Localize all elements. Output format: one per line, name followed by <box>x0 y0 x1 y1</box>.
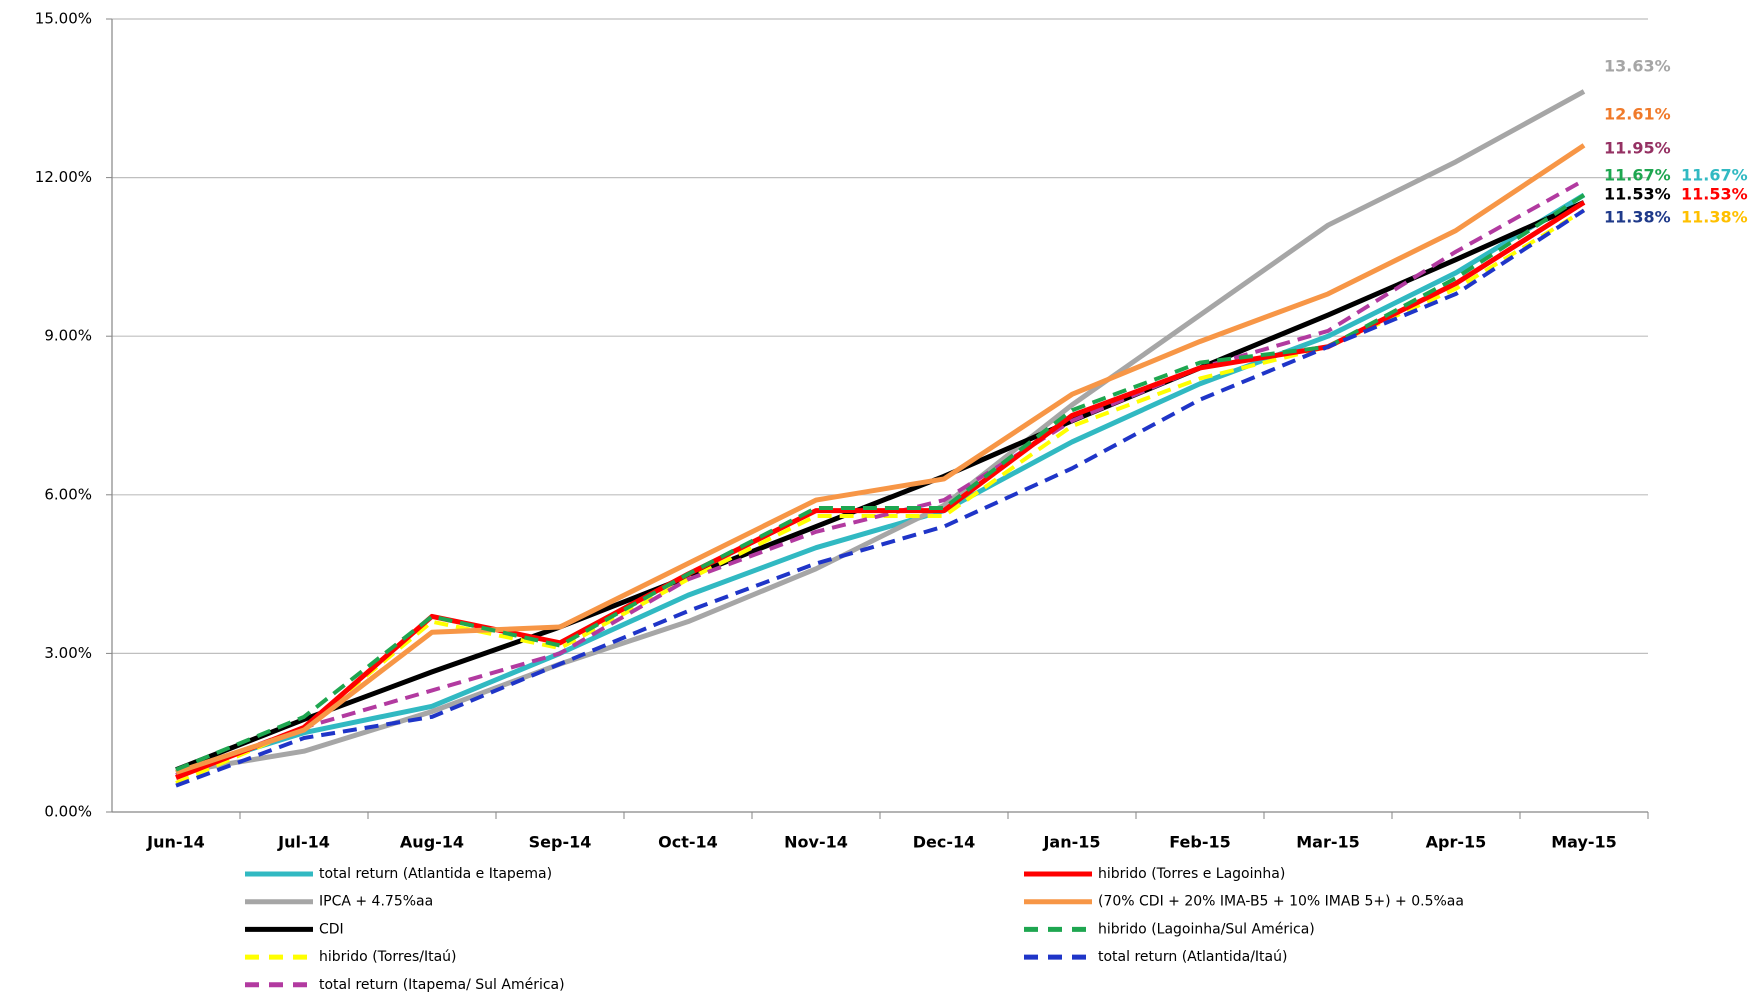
y-tick-label: 15.00% <box>35 10 92 28</box>
y-tick-label: 0.00% <box>44 803 92 821</box>
legend-label: hibrido (Lagoinha/Sul América) <box>1098 921 1315 937</box>
legend-label: total return (Itapema/ Sul América) <box>319 977 565 993</box>
x-tick-label: Apr-15 <box>1426 833 1487 852</box>
legend-label: IPCA + 4.75%aa <box>319 894 433 910</box>
legend-label: (70% CDI + 20% IMA-B5 + 10% IMAB 5+) + 0… <box>1098 894 1464 910</box>
x-tick-label: Mar-15 <box>1296 833 1360 852</box>
legend-label: total return (Atlantida e Itapema) <box>319 866 552 882</box>
y-tick-label: 9.00% <box>44 327 92 345</box>
x-tick-label: Sep-14 <box>529 833 592 852</box>
end-value-label: 12.61% <box>1604 105 1671 124</box>
series-line <box>175 89 1586 775</box>
x-tick-label: Nov-14 <box>784 833 848 852</box>
series-line <box>175 178 1585 777</box>
end-value-label: 11.95% <box>1604 139 1671 158</box>
x-tick-label: Feb-15 <box>1169 833 1231 852</box>
x-tick-label: Aug-14 <box>400 833 464 852</box>
y-tick-label: 12.00% <box>35 168 92 186</box>
x-tick-label: May-15 <box>1551 833 1617 852</box>
legend-label: hibrido (Torres e Lagoinha) <box>1098 866 1285 882</box>
y-tick-label: 3.00% <box>44 644 92 662</box>
y-tick-label: 6.00% <box>44 485 92 503</box>
end-value-label: 11.67% <box>1681 166 1748 185</box>
x-tick-label: Oct-14 <box>658 833 718 852</box>
end-value-label: 11.53% <box>1681 185 1748 204</box>
end-value-label: 11.38% <box>1604 208 1671 227</box>
end-value-label: 13.63% <box>1604 57 1671 76</box>
series-line <box>175 200 1586 773</box>
series-line <box>175 208 1586 788</box>
x-tick-label: Dec-14 <box>913 833 976 852</box>
x-tick-label: Jun-14 <box>146 833 205 852</box>
x-tick-label: Jan-15 <box>1042 833 1100 852</box>
legend-label: CDI <box>319 921 344 937</box>
end-value-label: 11.53% <box>1604 185 1671 204</box>
x-tick-label: Jul-14 <box>277 833 330 852</box>
end-value-label: 11.38% <box>1681 208 1748 227</box>
series-line <box>175 193 1586 772</box>
series-line <box>175 192 1586 775</box>
legend-label: hibrido (Torres/Itaú) <box>319 949 457 965</box>
legend-label: total return (Atlantida/Itaú) <box>1098 949 1287 965</box>
end-value-label: 11.67% <box>1604 166 1671 185</box>
series-line <box>175 143 1586 775</box>
